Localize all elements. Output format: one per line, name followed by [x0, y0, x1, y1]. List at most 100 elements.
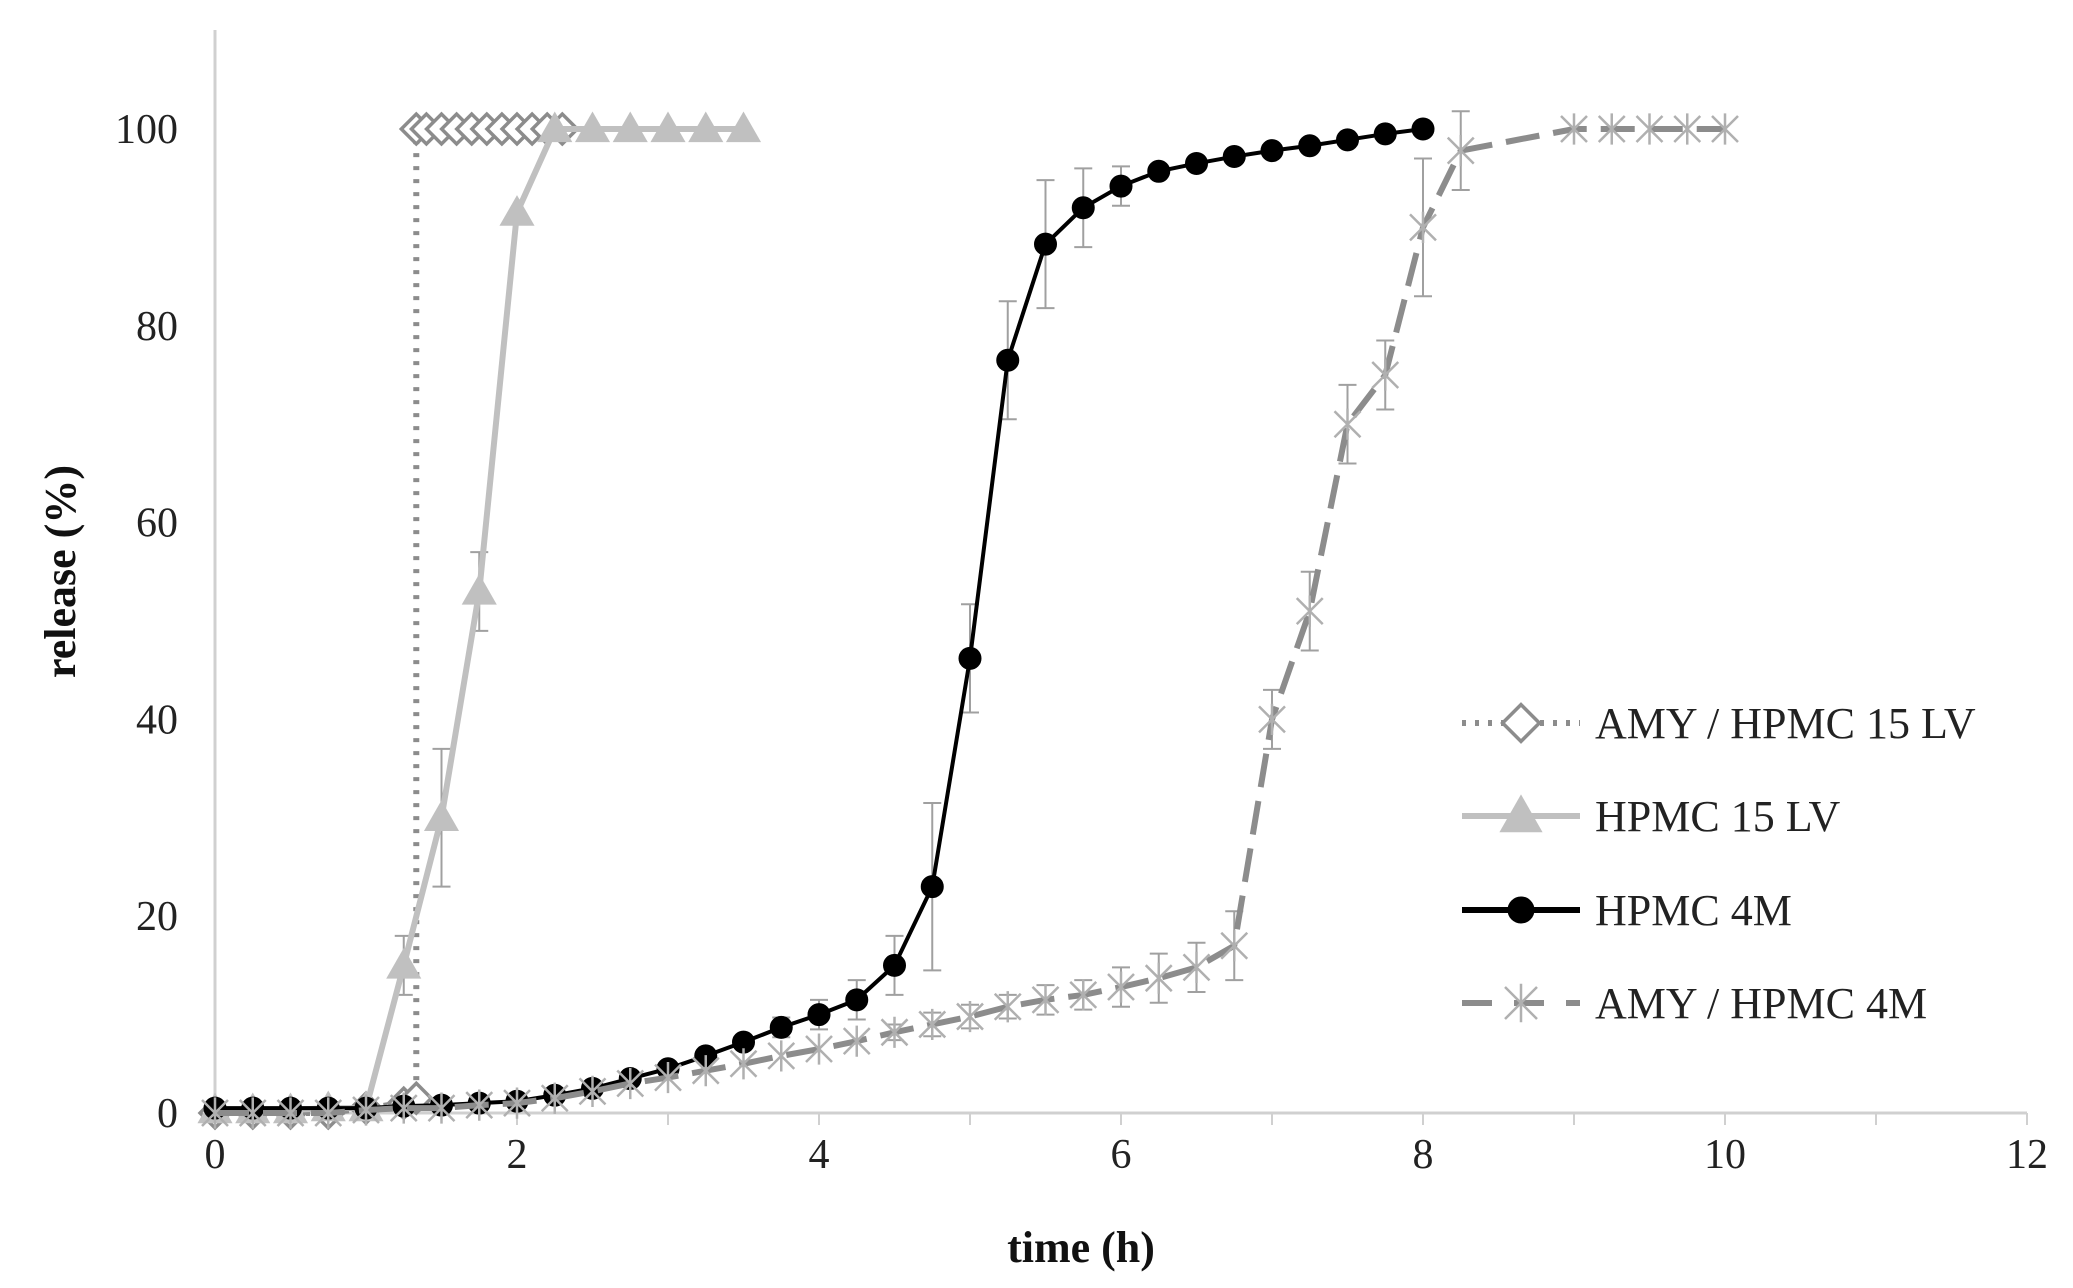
data-point: [1258, 703, 1286, 735]
data-point: [996, 348, 1020, 372]
data-point: [276, 1097, 305, 1129]
data-point: [427, 1092, 456, 1124]
x-tick-label: 4: [809, 1132, 830, 1178]
data-point: [1371, 359, 1400, 391]
data-point: [1336, 128, 1359, 152]
data-point: [540, 1082, 569, 1114]
data-point: [537, 111, 573, 143]
y-axis-title: release (%): [36, 465, 85, 678]
data-point: [1333, 408, 1362, 440]
legend-item: AMY / HPMC 4M: [1462, 979, 1927, 1028]
data-point: [314, 1097, 343, 1129]
data-point: [1185, 151, 1208, 175]
data-point: [389, 1092, 418, 1124]
data-point: [238, 1097, 267, 1129]
legend-marker: [1500, 702, 1542, 744]
data-point: [1220, 930, 1249, 962]
data-point: [1295, 595, 1324, 627]
legend-marker: [1507, 896, 1535, 924]
data-point: [883, 953, 906, 977]
data-point: [1182, 951, 1211, 983]
data-point: [691, 1055, 720, 1087]
series-hpmc-4m: [203, 117, 1435, 1120]
data-point: [1071, 196, 1095, 220]
data-point: [880, 1016, 909, 1048]
legend-label: AMY / HPMC 15 LV: [1595, 699, 1976, 748]
data-point: [503, 1087, 531, 1119]
legend-marker: [1499, 794, 1543, 833]
data-point: [650, 111, 686, 143]
data-point: [574, 111, 611, 143]
y-tick-label: 100: [115, 107, 178, 153]
data-point: [920, 875, 944, 899]
x-tick-label: 6: [1111, 1132, 1132, 1178]
data-point: [805, 1033, 833, 1065]
data-point: [499, 195, 535, 226]
data-point: [769, 1015, 793, 1039]
data-point: [1109, 174, 1133, 198]
data-point: [1144, 962, 1173, 994]
series-layer: [197, 110, 1739, 1131]
legend-label: HPMC 4M: [1595, 886, 1792, 935]
x-axis-title: time (h): [1007, 1223, 1155, 1272]
data-point: [465, 1089, 494, 1121]
data-point: [958, 646, 982, 670]
legend-label: AMY / HPMC 4M: [1595, 979, 1927, 1028]
data-point: [807, 1003, 831, 1027]
data-point: [842, 1025, 871, 1057]
data-point: [1107, 971, 1135, 1003]
data-point: [1147, 159, 1171, 183]
legend-item: AMY / HPMC 15 LV: [1462, 699, 1976, 748]
data-point: [1635, 113, 1664, 145]
x-tick-label: 10: [1704, 1132, 1746, 1178]
data-point: [1222, 145, 1246, 169]
data-point: [918, 1008, 947, 1041]
data-point: [1298, 134, 1322, 158]
data-point: [201, 1097, 229, 1129]
x-tick-label: 12: [2006, 1132, 2048, 1178]
data-point: [1411, 117, 1435, 141]
data-point: [1597, 113, 1626, 145]
series-hpmc-15-lv: [197, 111, 762, 1124]
legend-marker: [1504, 983, 1538, 1023]
data-point: [1031, 984, 1060, 1016]
x-tick-label: 8: [1413, 1132, 1434, 1178]
data-point: [1069, 979, 1098, 1011]
y-tick-label: 80: [136, 304, 178, 350]
y-tick-label: 40: [136, 697, 178, 743]
data-point: [1260, 139, 1284, 163]
series-amy-hpmc-4m: [201, 110, 1739, 1129]
legend-item: HPMC 15 LV: [1462, 792, 1841, 841]
data-point: [767, 1040, 796, 1072]
x-tick-labels: 0 2 4 6 8 10 12: [205, 1132, 2049, 1178]
y-tick-label: 0: [157, 1091, 178, 1137]
data-point: [386, 947, 422, 979]
y-tick-label: 20: [136, 894, 178, 940]
data-point: [1034, 232, 1057, 256]
data-point: [688, 111, 724, 143]
data-point: [612, 111, 648, 143]
y-tick-labels: 0 20 40 60 80 100: [115, 107, 178, 1137]
data-point: [993, 991, 1022, 1023]
data-point: [1373, 122, 1397, 146]
data-point: [352, 1094, 380, 1126]
data-point: [1409, 211, 1437, 243]
data-point: [423, 800, 460, 831]
data-point: [654, 1061, 682, 1094]
data-point: [1711, 113, 1739, 145]
data-point: [1446, 135, 1475, 167]
legend-item: HPMC 4M: [1462, 886, 1792, 935]
data-point: [1560, 113, 1588, 145]
data-point: [1673, 113, 1702, 145]
x-tick-label: 0: [205, 1132, 226, 1178]
data-point: [845, 988, 869, 1012]
data-point: [956, 1000, 984, 1033]
legend: AMY / HPMC 15 LV HPMC 15 LV HPMC 4M AMY / H…: [1462, 699, 1976, 1028]
data-point: [578, 1075, 607, 1107]
legend-label: HPMC 15 LV: [1595, 792, 1841, 841]
y-tick-label: 60: [136, 501, 178, 547]
data-point: [725, 111, 762, 143]
data-point: [616, 1067, 645, 1100]
x-tick-label: 2: [507, 1132, 528, 1178]
